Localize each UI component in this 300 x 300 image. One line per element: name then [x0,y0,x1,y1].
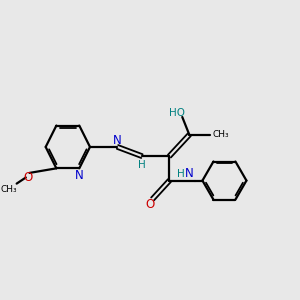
Text: HO: HO [169,108,185,118]
Text: CH₃: CH₃ [212,130,229,139]
Text: O: O [24,171,33,184]
Text: N: N [185,167,194,180]
Text: H: H [177,169,185,179]
Text: N: N [113,134,122,147]
Text: O: O [145,198,154,211]
Text: CH₃: CH₃ [1,185,17,194]
Text: N: N [75,169,84,182]
Text: H: H [138,160,146,170]
